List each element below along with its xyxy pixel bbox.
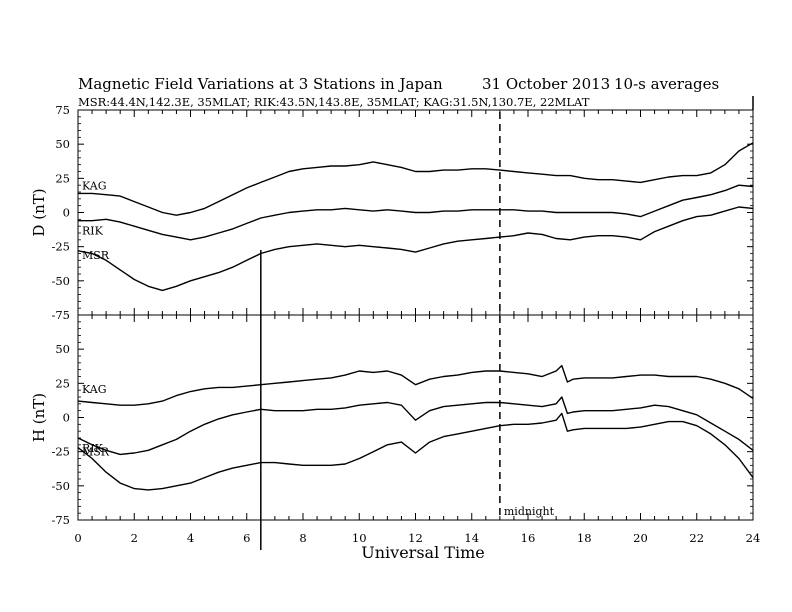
h-series-kag <box>77 364 754 406</box>
y-tick-label: -75 <box>51 308 70 322</box>
x-tick-label: 0 <box>74 531 81 545</box>
h-label-msr: MSR <box>82 446 110 459</box>
d-series-rik <box>78 184 754 241</box>
d-axis-label: D (nT) <box>30 188 48 236</box>
y-tick-label: 0 <box>63 411 70 425</box>
y-tick-label: 75 <box>55 103 70 117</box>
stations-info: MSR:44.4N,142.3E, 35MLAT; RIK:43.5N,143.… <box>78 95 590 109</box>
h-label-rik: RIK <box>82 442 104 455</box>
h-series-msr <box>77 412 754 491</box>
d-label-msr: MSR <box>82 249 110 262</box>
x-tick-label: 6 <box>243 531 250 545</box>
h-series-rik <box>77 396 754 456</box>
x-tick-label: 16 <box>521 531 536 545</box>
y-tick-label: 25 <box>55 376 70 390</box>
time-markers: midnight <box>260 96 754 550</box>
x-tick-label: 2 <box>131 531 138 545</box>
x-tick-label: 22 <box>689 531 704 545</box>
h-axis-label: H (nT) <box>30 393 48 442</box>
midnight-label: midnight <box>504 505 555 518</box>
x-tick-label: 10 <box>352 531 367 545</box>
chart-title: Magnetic Field Variations at 3 Stations … <box>78 75 443 93</box>
x-tick-label: 18 <box>577 531 592 545</box>
x-tick-label: 12 <box>408 531 423 545</box>
chart-date: 31 October 2013 <box>482 75 610 93</box>
d-label-kag: KAG <box>82 179 107 192</box>
y-tick-label: 0 <box>63 206 70 220</box>
declination-panel: 75 50 25 0 -25 -50 -75 D (nT) KAG RIK MSR <box>30 103 754 322</box>
y-tick-label: 50 <box>55 137 70 151</box>
y-tick-label: -25 <box>51 445 70 459</box>
y-tick-label: 50 <box>55 342 70 356</box>
y-tick-label: -50 <box>51 274 70 288</box>
x-tick-label: 20 <box>633 531 648 545</box>
x-tick-label: 4 <box>187 531 194 545</box>
d-label-rik: RIK <box>82 225 104 238</box>
x-tick-label: 8 <box>299 531 306 545</box>
y-tick-label: -25 <box>51 240 70 254</box>
h-label-kag: KAG <box>82 383 107 396</box>
x-tick-label: 14 <box>464 531 479 545</box>
d-series-msr <box>77 206 754 292</box>
h-panel-frame <box>77 314 754 521</box>
y-tick-label: 25 <box>55 171 70 185</box>
x-tick-label: 24 <box>746 531 761 545</box>
d-series-kag <box>78 142 754 216</box>
x-axis-label: Universal Time <box>361 543 484 562</box>
chart-averaging: 10-s averages <box>614 75 719 93</box>
y-tick-label: -75 <box>51 513 70 527</box>
y-tick-label: -50 <box>51 479 70 493</box>
